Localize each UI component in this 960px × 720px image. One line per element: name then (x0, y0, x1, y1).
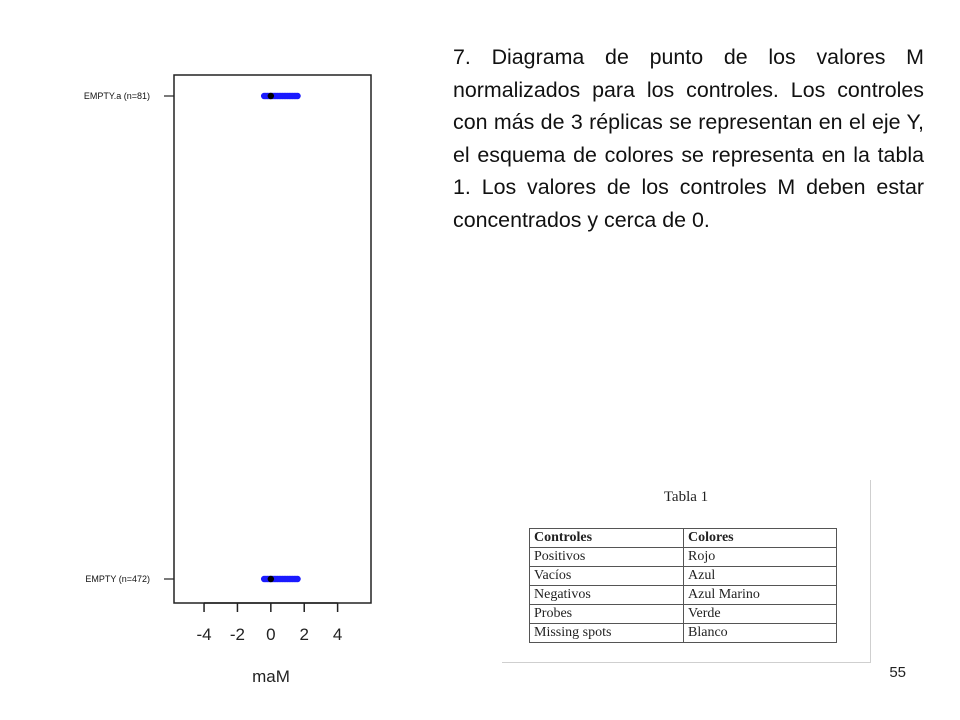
data-point (294, 92, 301, 100)
color-table: Controles Colores Positivos Rojo Vacíos … (529, 528, 837, 643)
median-point (267, 92, 275, 100)
category-label: EMPTY (n=472) (85, 574, 150, 584)
x-tick-label: -2 (230, 625, 245, 644)
table-header-controles: Controles (529, 528, 684, 548)
table-row: Probes Verde (529, 604, 837, 624)
table-header-row: Controles Colores (529, 528, 837, 548)
table-row: Vacíos Azul (529, 566, 837, 586)
median-point (267, 575, 275, 583)
x-tick-label: 4 (333, 625, 342, 644)
x-tick-label: 0 (266, 625, 275, 644)
table-cell: Blanco (683, 623, 837, 643)
x-axis: -4 -2 0 2 4 (196, 602, 342, 644)
category-axis: EMPTY.a (n=81) EMPTY (n=472) (84, 91, 174, 584)
x-axis-title: maM (252, 667, 290, 686)
table-cell: Negativos (529, 585, 684, 605)
table-cell: Rojo (683, 547, 837, 567)
color-table-panel: Tabla 1 Controles Colores Positivos Rojo… (502, 480, 871, 663)
table-cell: Azul Marino (683, 585, 837, 605)
data-point (294, 575, 301, 583)
table-cell: Verde (683, 604, 837, 624)
table-cell: Probes (529, 604, 684, 624)
table-header-colores: Colores (683, 528, 837, 548)
slide-caption: 7. Diagrama de punto de los valores M no… (453, 45, 924, 232)
table-cell: Vacíos (529, 566, 684, 586)
table-cell: Positivos (529, 547, 684, 567)
data-points (260, 92, 301, 583)
table-cell: Azul (683, 566, 837, 586)
category-label: EMPTY.a (n=81) (84, 91, 150, 101)
page-number: 55 (889, 664, 906, 681)
table-row: Negativos Azul Marino (529, 585, 837, 605)
table-cell: Missing spots (529, 623, 684, 643)
table-title: Tabla 1 (663, 489, 709, 505)
table-row: Missing spots Blanco (529, 623, 837, 643)
x-tick-label: -4 (196, 625, 211, 644)
plot-frame (173, 74, 372, 604)
table-row: Positivos Rojo (529, 547, 837, 567)
x-tick-label: 2 (299, 625, 308, 644)
